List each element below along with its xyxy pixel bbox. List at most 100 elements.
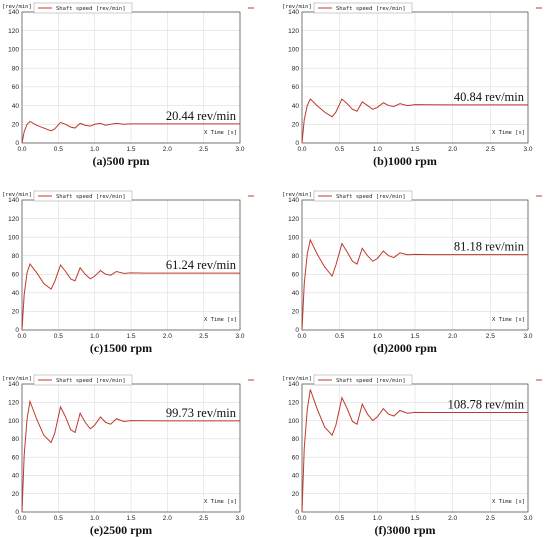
- series-line-shaft-speed: [21, 120, 240, 144]
- chart-panel-2: 0 20 40 60 80 100 120 140 0.0 0.5 1.0 1.5 2.0 2.5 3.0 […: [282, 2, 542, 168]
- panel-caption: (c)1500 rpm: [90, 341, 152, 355]
- x-tick-label: 1.5: [410, 515, 419, 522]
- x-tick-label: 2.5: [199, 515, 208, 522]
- x-tick-label: 0.5: [54, 146, 63, 153]
- x-tick-label: 3.0: [235, 333, 244, 340]
- legend-box: [313, 190, 413, 202]
- y-tick-label: 120: [8, 28, 19, 35]
- x-tick-label: 2.0: [163, 515, 172, 522]
- y-tick-label: 60: [292, 84, 300, 91]
- steady-state-annotation: 20.44 rev/min: [166, 109, 237, 123]
- x-tick-label: 1.5: [126, 515, 135, 522]
- y-tick-label: 20: [12, 121, 20, 128]
- x-axis-label: X Time [s]: [204, 130, 237, 136]
- panel-caption: (a)500 rpm: [93, 154, 150, 168]
- y-tick-label: 40: [12, 473, 20, 480]
- x-tick-label: 2.5: [486, 146, 495, 153]
- y-tick-label: 0: [15, 509, 19, 516]
- y-tick-label: 40: [12, 103, 20, 110]
- y-tick-label: 40: [292, 290, 300, 297]
- y-tick-label: 40: [292, 473, 300, 480]
- legend-label: Shaft speed [rev/min]: [56, 194, 126, 200]
- steady-state-annotation: 81.18 rev/min: [454, 240, 525, 254]
- chart-panel-5: 0 20 40 60 80 100 120 140 0.0 0.5 1.0 1.5 2.0 2.5 3.0 […: [2, 374, 254, 537]
- x-tick-label: 0.0: [17, 146, 26, 153]
- y-axis-label: [rev/min]: [282, 4, 312, 10]
- legend-label: Shaft speed [rev/min]: [336, 194, 406, 200]
- series-line-shaft-speed: [301, 389, 528, 513]
- y-tick-label: 120: [8, 399, 19, 406]
- y-tick-label: 120: [288, 399, 299, 406]
- series-line-shaft-speed: [301, 238, 528, 331]
- y-tick-label: 60: [292, 271, 300, 278]
- x-axis-label: X Time [s]: [492, 499, 525, 505]
- panel-caption: (d)2000 rpm: [373, 341, 437, 355]
- x-tick-label: 2.5: [486, 333, 495, 340]
- panel-caption: (b)1000 rpm: [373, 154, 437, 168]
- x-tick-label: 1.0: [373, 333, 382, 340]
- chart-panel-6: 0 20 40 60 80 100 120 140 0.0 0.5 1.0 1.5 2.0 2.5 3.0 […: [282, 374, 542, 537]
- chart-panel-4: 0 20 40 60 80 100 120 140 0.0 0.5 1.0 1.5 2.0 2.5 3.0 […: [282, 190, 542, 355]
- chart-panel-3: 0 20 40 60 80 100 120 140 0.0 0.5 1.0 1.5 2.0 2.5 3.0 […: [2, 190, 254, 355]
- y-tick-label: 0: [15, 327, 19, 334]
- y-tick-label: 0: [295, 140, 299, 147]
- legend-box: [33, 2, 133, 14]
- steady-state-annotation: 108.78 rev/min: [448, 398, 525, 412]
- x-tick-label: 3.0: [235, 146, 244, 153]
- x-tick-label: 0.0: [297, 146, 306, 153]
- y-tick-label: 20: [292, 491, 300, 498]
- y-tick-label: 100: [288, 234, 299, 241]
- x-tick-label: 2.0: [448, 333, 457, 340]
- y-axis-label: [rev/min]: [2, 376, 32, 382]
- y-axis-label: [rev/min]: [282, 376, 312, 382]
- y-tick-label: 100: [8, 234, 19, 241]
- x-tick-label: 1.0: [373, 515, 382, 522]
- y-tick-label: 100: [288, 47, 299, 54]
- y-tick-label: 120: [288, 28, 299, 35]
- x-axis-label: X Time [s]: [492, 317, 525, 323]
- x-tick-label: 2.0: [163, 333, 172, 340]
- y-tick-label: 140: [288, 197, 299, 204]
- x-tick-label: 2.5: [199, 146, 208, 153]
- x-axis-label: X Time [s]: [492, 130, 525, 136]
- x-tick-label: 0.5: [54, 333, 63, 340]
- legend-label: Shaft speed [rev/min]: [336, 378, 406, 384]
- x-tick-label: 2.0: [448, 146, 457, 153]
- x-tick-label: 2.0: [448, 515, 457, 522]
- y-tick-label: 20: [292, 309, 300, 316]
- y-tick-label: 0: [15, 140, 19, 147]
- y-tick-label: 80: [292, 65, 300, 72]
- steady-state-annotation: 61.24 rev/min: [166, 258, 237, 272]
- steady-state-annotation: 99.73 rev/min: [166, 406, 237, 420]
- y-tick-label: 60: [292, 454, 300, 461]
- y-tick-label: 80: [292, 253, 300, 260]
- y-tick-label: 40: [12, 290, 20, 297]
- y-tick-label: 60: [12, 84, 20, 91]
- y-tick-label: 40: [292, 103, 300, 110]
- x-tick-label: 0.5: [54, 515, 63, 522]
- series-line-shaft-speed: [21, 399, 240, 513]
- y-tick-label: 100: [288, 418, 299, 425]
- y-tick-label: 100: [8, 47, 19, 54]
- y-tick-label: 80: [12, 65, 20, 72]
- legend-label: Shaft speed [rev/min]: [56, 6, 126, 12]
- legend-box: [313, 2, 413, 14]
- y-tick-label: 100: [8, 418, 19, 425]
- steady-state-annotation: 40.84 rev/min: [454, 90, 525, 104]
- y-tick-label: 120: [8, 216, 19, 223]
- panel-caption: (f)3000 rpm: [375, 523, 436, 537]
- y-tick-label: 80: [292, 436, 300, 443]
- x-tick-label: 2.5: [199, 333, 208, 340]
- y-tick-label: 140: [8, 381, 19, 388]
- series-line-shaft-speed: [301, 98, 528, 144]
- x-tick-label: 1.5: [410, 333, 419, 340]
- y-tick-label: 140: [8, 197, 19, 204]
- x-tick-label: 0.0: [17, 333, 26, 340]
- x-tick-label: 3.0: [523, 515, 532, 522]
- x-tick-label: 1.0: [90, 333, 99, 340]
- legend-box: [33, 190, 133, 202]
- x-tick-label: 2.0: [163, 146, 172, 153]
- legend-label: Shaft speed [rev/min]: [56, 378, 126, 384]
- x-tick-label: 2.5: [486, 515, 495, 522]
- x-axis-label: X Time [s]: [204, 317, 237, 323]
